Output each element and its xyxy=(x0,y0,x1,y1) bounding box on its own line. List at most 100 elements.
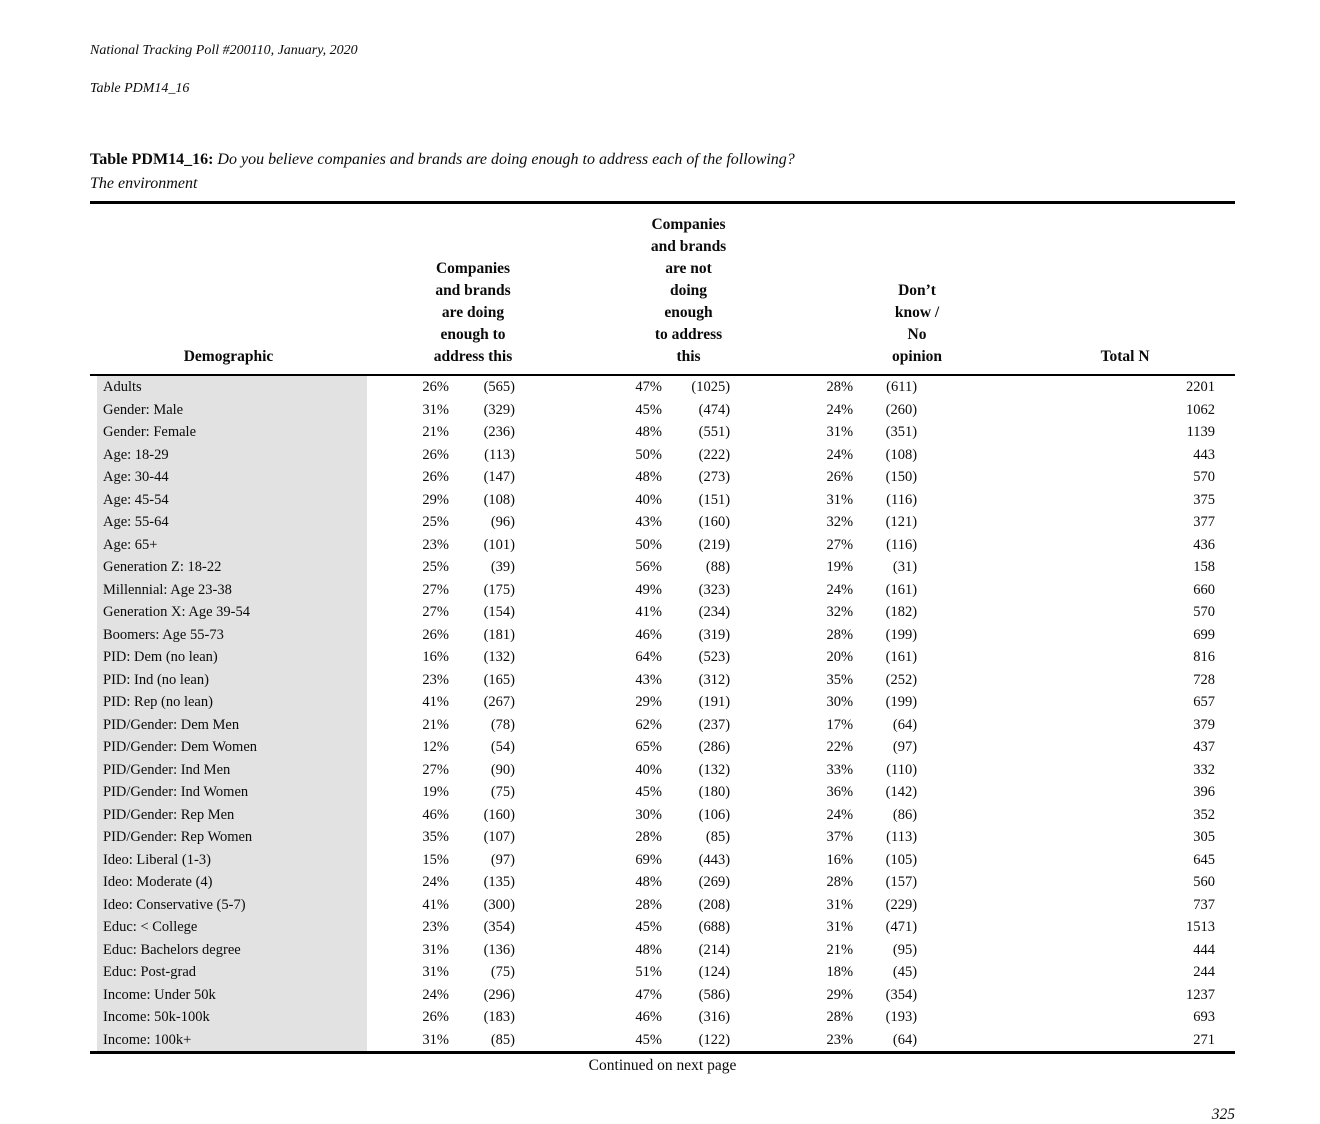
cell-demographic: Educ: < College xyxy=(90,916,367,939)
table-body: Adults 26% (565) 47% (1025) 28% (611) 22… xyxy=(90,375,1235,1053)
table-row: PID/Gender: Ind Women 19% (75) 45% (180)… xyxy=(90,781,1235,804)
table-row: PID/Gender: Dem Men 21% (78) 62% (237) 1… xyxy=(90,713,1235,736)
cell-doing-enough-pct: 29% xyxy=(422,491,449,508)
cell-doing-enough-pct: 15% xyxy=(422,851,449,868)
cell-demographic: Age: 18-29 xyxy=(90,443,367,466)
cell-doing-enough-pct: 21% xyxy=(422,716,449,733)
cell-total-n: 375 xyxy=(1193,491,1216,508)
cell-dont-know-pct: 24% xyxy=(826,581,854,598)
cell-total-n: 437 xyxy=(1193,739,1216,755)
cell-total-n: 396 xyxy=(1193,784,1216,800)
cell-not-doing-enough-pct: 48% xyxy=(635,424,663,440)
cell-doing-enough-n: (236) xyxy=(483,424,516,440)
cell-dont-know-n: (95) xyxy=(892,941,918,958)
table-header: Demographic Companies and brands are doi… xyxy=(90,202,1236,376)
cell-total-n: 657 xyxy=(1193,694,1216,710)
cell-dont-know-n: (150) xyxy=(885,469,918,485)
cell-not-doing-enough-pct: 45% xyxy=(635,401,663,418)
cell-dont-know-n: (182) xyxy=(885,604,918,620)
poll-results-table: Demographic Companies and brands are doi… xyxy=(90,201,1236,1054)
cell-not-doing-enough-pct: 50% xyxy=(635,536,663,553)
cell-demographic: PID: Rep (no lean) xyxy=(90,691,367,714)
cell-doing-enough-n: (147) xyxy=(483,469,516,485)
cell-total-n: 1237 xyxy=(1186,986,1216,1003)
cell-doing-enough-pct: 25% xyxy=(422,559,449,575)
cell-not-doing-enough-pct: 47% xyxy=(635,986,663,1003)
cell-dont-know-pct: 20% xyxy=(826,649,854,665)
cell-doing-enough-n: (565) xyxy=(483,379,516,395)
cell-doing-enough-pct: 24% xyxy=(422,874,449,890)
column-header-dont-know: Don’t know / No opinion xyxy=(730,202,942,376)
cell-doing-enough-pct: 23% xyxy=(422,671,449,688)
cell-not-doing-enough-n: (234) xyxy=(698,604,731,620)
table-row: Gender: Female 21% (236) 48% (551) 31% (… xyxy=(90,421,1235,444)
cell-dont-know-n: (157) xyxy=(885,874,918,890)
table-row: Educ: < College 23% (354) 45% (688) 31% … xyxy=(90,916,1235,939)
cell-dont-know-pct: 30% xyxy=(826,694,854,710)
table-row: Generation X: Age 39-54 27% (154) 41% (2… xyxy=(90,601,1235,624)
cell-doing-enough-pct: 35% xyxy=(422,829,449,845)
cell-not-doing-enough-n: (551) xyxy=(698,424,731,440)
cell-not-doing-enough-n: (208) xyxy=(698,896,731,913)
cell-demographic: Generation Z: 18-22 xyxy=(90,556,367,579)
cell-doing-enough-n: (78) xyxy=(490,716,516,733)
cell-total-n: 560 xyxy=(1193,874,1216,890)
cell-dont-know-n: (105) xyxy=(885,851,918,868)
cell-doing-enough-pct: 31% xyxy=(422,401,449,418)
cell-dont-know-n: (142) xyxy=(885,784,918,800)
cell-demographic: Boomers: Age 55-73 xyxy=(90,623,367,646)
cell-dont-know-pct: 28% xyxy=(826,1009,854,1025)
cell-not-doing-enough-pct: 29% xyxy=(635,694,663,710)
cell-total-n: 1513 xyxy=(1186,919,1216,935)
cell-not-doing-enough-n: (316) xyxy=(698,1009,731,1025)
cell-doing-enough-n: (39) xyxy=(490,559,516,575)
cell-not-doing-enough-n: (474) xyxy=(698,401,731,418)
cell-dont-know-pct: 18% xyxy=(826,964,854,980)
cell-total-n: 158 xyxy=(1193,559,1216,575)
cell-total-n: 660 xyxy=(1193,581,1216,598)
page-number: 325 xyxy=(1211,1106,1235,1123)
cell-doing-enough-pct: 19% xyxy=(422,784,449,800)
cell-not-doing-enough-n: (132) xyxy=(698,761,731,778)
cell-not-doing-enough-n: (106) xyxy=(698,806,731,823)
cell-total-n: 737 xyxy=(1193,896,1216,913)
cell-doing-enough-n: (132) xyxy=(483,649,516,665)
cell-doing-enough-pct: 46% xyxy=(422,806,449,823)
table-row: PID/Gender: Rep Men 46% (160) 30% (106) … xyxy=(90,803,1235,826)
cell-demographic: PID/Gender: Ind Men xyxy=(90,758,367,781)
cell-dont-know-n: (64) xyxy=(892,1031,918,1048)
column-header-total-n: Total N xyxy=(917,202,1236,376)
cell-demographic: Ideo: Conservative (5-7) xyxy=(90,893,367,916)
table-row: PID: Rep (no lean) 41% (267) 29% (191) 3… xyxy=(90,691,1235,714)
cell-doing-enough-n: (54) xyxy=(490,739,516,755)
cell-doing-enough-pct: 25% xyxy=(422,514,449,530)
cell-doing-enough-n: (183) xyxy=(483,1009,516,1025)
cell-dont-know-pct: 23% xyxy=(826,1031,854,1048)
cell-not-doing-enough-n: (688) xyxy=(698,919,731,935)
cell-dont-know-n: (229) xyxy=(885,896,918,913)
cell-dont-know-n: (354) xyxy=(885,986,918,1003)
cell-not-doing-enough-n: (237) xyxy=(698,716,731,733)
table-title: Table PDM14_16: Do you believe companies… xyxy=(90,148,1235,172)
cell-dont-know-pct: 29% xyxy=(826,986,854,1003)
table-row: Educ: Post-grad 31% (75) 51% (124) 18% (… xyxy=(90,961,1235,984)
cell-demographic: Educ: Bachelors degree xyxy=(90,938,367,961)
cell-not-doing-enough-n: (122) xyxy=(698,1031,731,1048)
column-header-not-doing-enough: Companies and brands are not doing enoug… xyxy=(515,202,731,376)
cell-not-doing-enough-n: (273) xyxy=(698,469,731,485)
table-row: Age: 18-29 26% (113) 50% (222) 24% (108)… xyxy=(90,443,1235,466)
table-row: Income: Under 50k 24% (296) 47% (586) 29… xyxy=(90,983,1235,1006)
cell-doing-enough-pct: 23% xyxy=(422,536,449,553)
cell-total-n: 305 xyxy=(1193,829,1216,845)
cell-total-n: 699 xyxy=(1193,626,1216,643)
cell-total-n: 728 xyxy=(1193,671,1216,688)
cell-doing-enough-n: (135) xyxy=(483,874,516,890)
table-title-label: Table PDM14_16: xyxy=(90,151,214,168)
cell-doing-enough-n: (113) xyxy=(484,446,516,463)
cell-demographic: Age: 65+ xyxy=(90,533,367,556)
cell-doing-enough-pct: 31% xyxy=(422,941,449,958)
cell-not-doing-enough-n: (443) xyxy=(698,851,731,868)
cell-dont-know-n: (611) xyxy=(886,379,918,395)
cell-not-doing-enough-n: (312) xyxy=(698,671,731,688)
table-row: Generation Z: 18-22 25% (39) 56% (88) 19… xyxy=(90,556,1235,579)
